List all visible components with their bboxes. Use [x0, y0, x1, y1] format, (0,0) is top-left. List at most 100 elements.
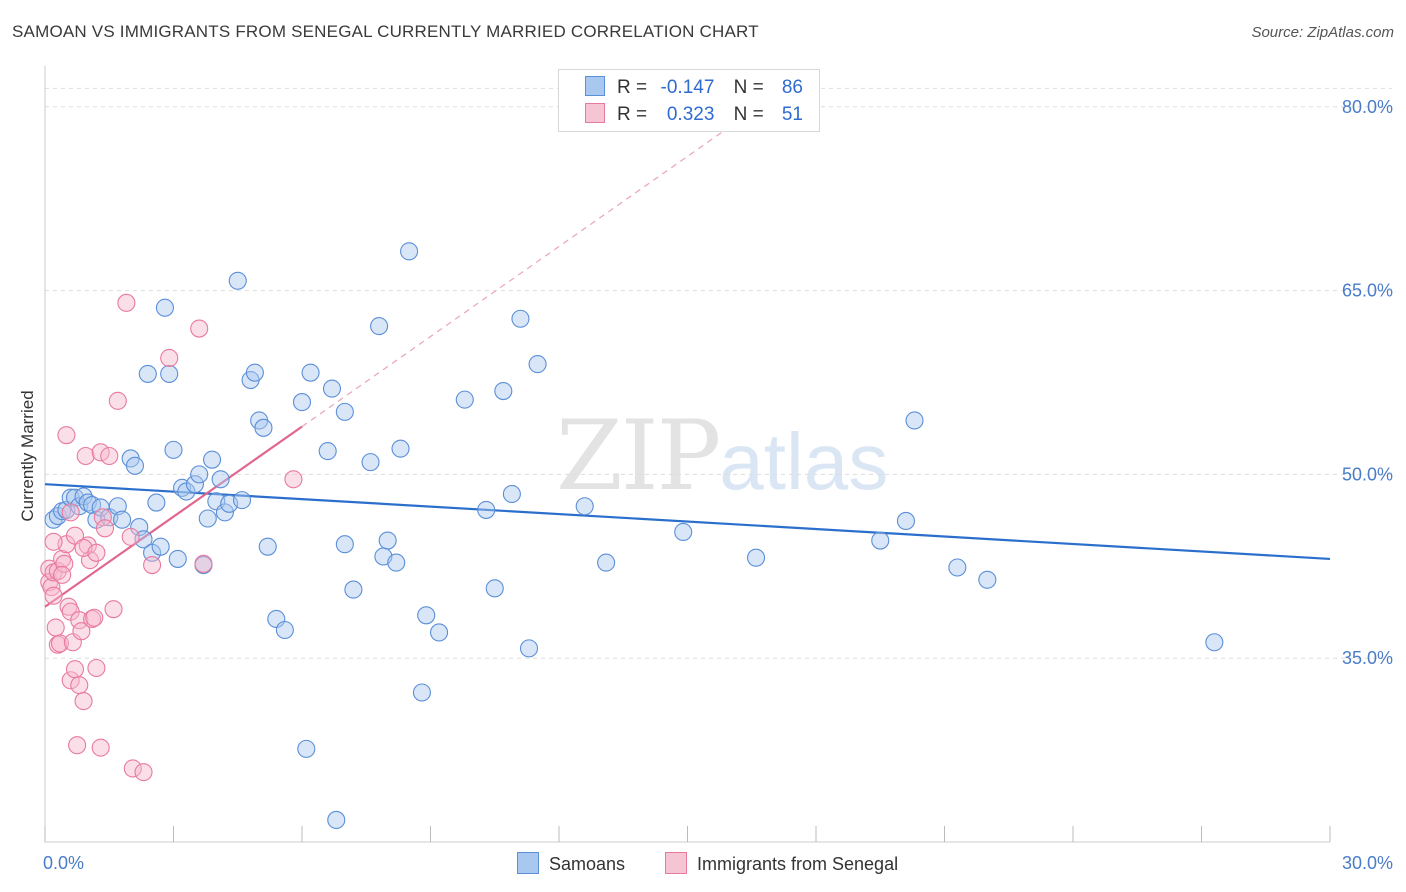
samoans-point: [597, 553, 616, 572]
senegal-point: [91, 738, 110, 757]
samoans-point: [746, 548, 766, 567]
samoans-point: [275, 620, 294, 640]
senegal-point: [50, 634, 70, 653]
samoans-r-label: R =: [617, 77, 648, 98]
samoans-point: [896, 511, 916, 530]
samoans-point: [494, 382, 513, 401]
samoans-point: [455, 390, 474, 409]
samoans-point: [190, 465, 209, 484]
senegal-point: [65, 526, 85, 545]
bottom-samoans-swatch: [517, 852, 539, 874]
senegal-n-label: N =: [733, 104, 764, 125]
senegal-point: [93, 508, 112, 527]
samoans-point: [211, 470, 230, 489]
senegal-point: [68, 736, 87, 755]
senegal-n-value: 51: [781, 104, 803, 125]
legend-row-samoans: R = -0.147 N = 86: [585, 76, 803, 100]
samoans-point: [232, 491, 252, 510]
samoans-point: [519, 639, 539, 658]
bottom-legend-senegal: Immigrants from Senegal: [665, 852, 898, 875]
senegal-point: [70, 676, 89, 695]
x-tick-label: 30.0%: [1342, 853, 1393, 873]
chart-title: SAMOAN VS IMMIGRANTS FROM SENEGAL CURREN…: [12, 22, 759, 41]
senegal-point: [121, 527, 140, 546]
samoans-point: [477, 500, 496, 519]
samoans-point: [292, 393, 312, 412]
senegal-point: [55, 554, 74, 573]
senegal-points: [40, 293, 303, 782]
senegal-point: [70, 611, 89, 630]
samoans-points: [44, 242, 1224, 829]
senegal-point: [117, 293, 136, 312]
senegal-point: [87, 658, 106, 678]
samoans-point: [575, 497, 594, 516]
senegal-point: [284, 470, 303, 489]
samoans-point: [327, 810, 346, 829]
samoans-point: [528, 355, 547, 374]
bottom-legend-samoans: Samoans: [517, 852, 625, 875]
samoans-point: [215, 503, 234, 522]
senegal-trend-line: [44, 425, 303, 608]
senegal-point: [190, 319, 209, 338]
samoans-swatch: [585, 76, 605, 96]
y-tick-label: 50.0%: [1342, 464, 1393, 484]
samoans-point: [258, 537, 277, 556]
senegal-point: [194, 554, 213, 573]
samoans-point: [335, 402, 354, 421]
samoans-point: [1205, 633, 1224, 652]
senegal-point: [76, 446, 95, 466]
samoans-point: [245, 363, 264, 382]
samoans-point: [417, 606, 436, 625]
samoans-point: [147, 493, 166, 512]
legend-row-senegal: R = 0.323 N = 51: [585, 103, 803, 127]
watermark: ZIPatlas: [556, 400, 888, 512]
samoans-r-value: -0.147: [660, 77, 715, 98]
samoans-point: [322, 379, 342, 398]
samoans-point: [378, 531, 397, 550]
senegal-point: [87, 543, 106, 562]
samoans-point: [430, 623, 449, 642]
samoans-point: [370, 317, 389, 336]
samoans-trend-line: [44, 483, 1331, 561]
watermark-atlas: atlas: [719, 417, 889, 506]
samoans-point: [151, 537, 170, 556]
senegal-point: [74, 692, 93, 711]
samoans-point: [905, 411, 924, 430]
samoans-point: [168, 549, 187, 568]
samoans-point: [361, 453, 380, 472]
axes: [44, 66, 1331, 843]
samoans-point: [138, 364, 157, 383]
samoans-point: [871, 531, 890, 550]
senegal-point: [61, 503, 80, 522]
samoans-point: [511, 309, 530, 328]
senegal-point: [61, 671, 80, 690]
chart-source: Source: ZipAtlas.com: [1251, 24, 1394, 41]
senegal-point: [57, 426, 76, 445]
samoans-point: [412, 683, 431, 702]
samoans-point: [400, 242, 419, 261]
y-axis-label: Currently Married: [18, 390, 37, 521]
y-tick-label: 35.0%: [1342, 648, 1393, 668]
senegal-point: [44, 586, 63, 605]
senegal-point: [72, 622, 91, 641]
samoans-n-value: 86: [781, 77, 803, 98]
senegal-point: [65, 660, 85, 679]
samoans-point: [164, 440, 183, 459]
y-tick-label: 80.0%: [1342, 97, 1393, 117]
samoans-point: [502, 484, 521, 504]
samoans-point: [387, 553, 406, 572]
senegal-r-label: R =: [617, 104, 648, 125]
bottom-samoans-label: Samoans: [549, 854, 626, 874]
samoans-point: [978, 570, 997, 589]
samoans-point: [160, 364, 179, 383]
samoans-point: [674, 522, 693, 542]
samoans-point: [198, 509, 217, 528]
senegal-trend-extension: [301, 125, 731, 428]
senegal-point: [134, 763, 153, 782]
senegal-point: [85, 608, 104, 627]
samoans-point: [948, 558, 967, 577]
samoans-point: [344, 580, 363, 599]
axis-labels: 35.0% 50.0% 65.0% 80.0% 0.0% 30.0% Currently M…: [18, 97, 1393, 873]
samoans-point: [318, 442, 337, 461]
